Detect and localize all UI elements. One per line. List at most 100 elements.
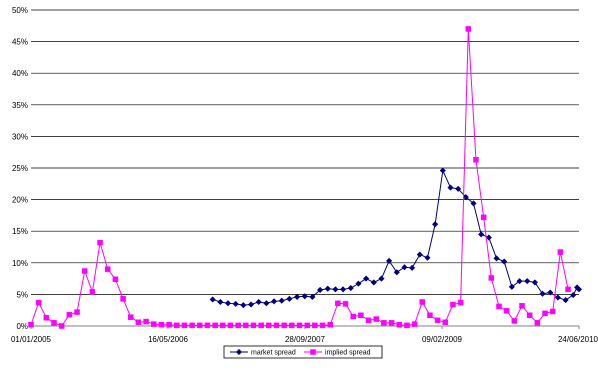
implied-spread-point [557,249,564,255]
market-spread-point [301,293,308,300]
implied-spread-point [388,320,395,326]
market-spread-point [263,300,270,307]
implied-spread-point [396,321,403,328]
implied-spread-point [250,322,257,329]
implied-spread-point [89,289,96,295]
implied-spread-point [365,317,372,324]
implied-spread-point [135,319,142,325]
implied-spread-point [58,323,65,329]
y-tick-label: 35% [12,101,28,110]
implied-spread-point [174,322,180,329]
market-spread-point [424,254,431,261]
market-spread-point [554,294,562,301]
implied-spread-point [97,239,103,246]
implied-spread-point [565,286,571,293]
market-spread-point [232,300,239,308]
y-tick-label: 40% [12,69,28,78]
market-spread-point [416,251,423,258]
y-tick-label: 20% [12,196,28,205]
implied-spread-point [289,322,295,329]
y-tick-label: 30% [12,132,28,141]
implied-spread-point [542,310,548,317]
implied-spread-point [104,266,111,272]
implied-spread-point [212,322,218,329]
x-tick-label: 01/01/2005 [11,335,52,344]
implied-spread-point [434,317,441,324]
market-spread-point [455,185,462,193]
legend-item-market-spread: market spread [230,348,296,357]
market-spread-point [247,301,255,308]
market-spread-point [447,184,454,191]
implied-spread-point [181,322,188,329]
implied-spread-point [381,320,387,326]
legend-label: market spread [251,350,296,357]
market-spread-point [470,200,477,207]
y-tick-label: 45% [12,38,28,47]
implied-spread-point [526,312,533,319]
implied-spread-point [166,321,172,328]
market-spread-point [547,289,554,296]
implied-spread-point [243,322,249,329]
market-spread-point [378,275,385,282]
x-tick-label: 24/06/2010 [558,335,598,344]
market-spread-point [324,285,331,292]
market-spread-point [240,301,247,309]
implied-spread-point [120,296,126,302]
implied-spread-point [442,319,449,325]
implied-spread-point [534,320,541,326]
y-tick-label: 5% [16,290,28,299]
market-spread-point [393,269,400,276]
market-spread-point [531,279,539,286]
legend: market spread implied spread [223,345,383,359]
market-spread-point [286,295,293,302]
market-spread-point [209,296,216,303]
implied-spread-point [43,315,50,321]
implied-spread-point [220,322,226,329]
x-tick-label: 09/02/2009 [422,335,463,344]
market-spread-point [401,264,408,271]
implied-spread-point [189,322,195,329]
implied-spread-point [404,322,410,329]
series-layer [28,26,583,329]
market-spread-point [485,234,493,241]
implied-spread-point [480,214,487,221]
market-spread-point [562,296,569,304]
implied-spread-point [427,312,433,319]
implied-spread-point [473,157,479,163]
implied-spread-point [450,301,456,308]
implied-spread-point [235,322,241,329]
implied-spread-point [197,322,203,329]
market-spread-line [212,168,580,306]
market-spread-point [516,277,523,285]
implied-spread-point [342,301,349,307]
y-tick-label: 25% [12,164,28,173]
implied-spread-point [335,300,341,306]
market-spread-point [508,283,516,290]
implied-spread-point [281,322,287,329]
market-spread-point [570,291,577,299]
x-tick-label: 16/05/2006 [148,335,189,344]
market-spread-point [309,293,316,301]
implied-spread-point [304,322,310,329]
implied-spread-point [127,314,134,320]
market-spread-point [339,286,347,293]
y-tick-label: 0% [16,322,28,331]
market-spread-point [539,290,546,297]
implied-spread-point [143,318,149,325]
market-spread-point [524,277,531,285]
market-spread-point [501,258,508,265]
implied-spread-point [258,322,264,329]
market-spread-point [255,298,262,306]
market-spread-point [293,293,301,301]
implied-spread-point [457,299,464,306]
implied-spread-point [549,308,556,315]
legend-box [223,345,383,359]
y-tick-label: 50% [12,6,28,15]
market-spread-point [347,284,354,292]
implied-spread-point [358,312,364,319]
implied-spread-series [28,26,571,329]
implied-spread-point [411,321,418,327]
legend-label: implied spread [325,350,371,357]
market-spread-point [493,255,500,262]
